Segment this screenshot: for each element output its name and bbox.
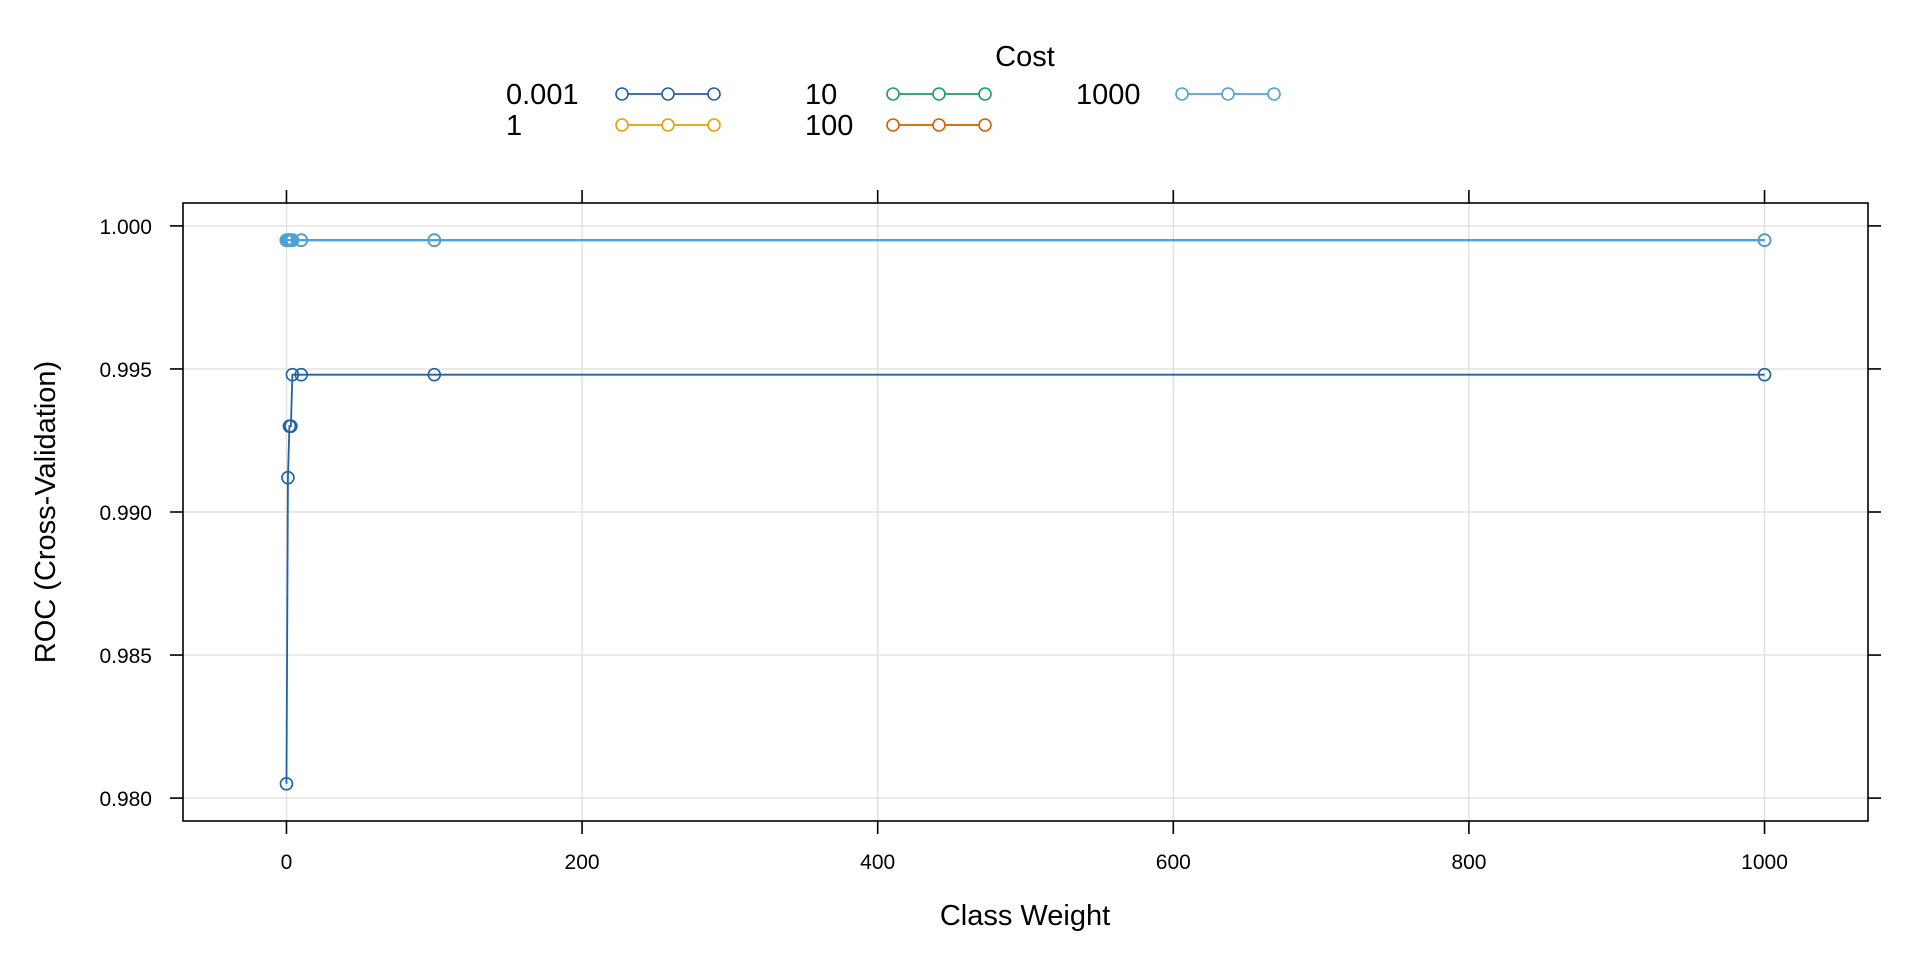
data-point xyxy=(285,233,300,247)
legend-marker xyxy=(707,118,721,132)
x-tick-label: 400 xyxy=(860,851,895,874)
legend-marker xyxy=(978,118,992,132)
legend-marker xyxy=(1267,87,1281,101)
legend-marker xyxy=(978,87,992,101)
legend-entry-100: 100 xyxy=(805,110,992,142)
legend-label: 1 xyxy=(506,110,522,142)
legend-marker xyxy=(661,118,675,132)
y-tick-label: 0.985 xyxy=(99,645,152,668)
series-1000 xyxy=(279,233,1772,247)
axis-ticks xyxy=(170,190,1881,834)
data-point xyxy=(1757,233,1772,247)
tick-labels: 0 200 400 600 800 1000 0.980 0.985 0.990 0.995 1.0… xyxy=(99,216,1787,874)
x-tick-label: 600 xyxy=(1156,851,1191,874)
x-tick-label: 0 xyxy=(281,851,293,874)
legend-entry-10: 10 xyxy=(805,79,992,111)
grid-lines xyxy=(183,203,1868,821)
legend-label: 10 xyxy=(805,79,837,111)
data-point xyxy=(285,367,300,382)
data-point xyxy=(294,367,309,382)
legend-marker xyxy=(932,118,946,132)
legend-label: 0.001 xyxy=(506,79,579,111)
legend-marker xyxy=(1221,87,1235,101)
legend-entry-0.001: 0.001 xyxy=(506,79,721,111)
x-tick-label: 1000 xyxy=(1741,851,1788,874)
legend-marker xyxy=(1175,87,1189,101)
y-axis-title: ROC (Cross-Validation) xyxy=(30,361,62,663)
data-point xyxy=(284,419,298,433)
data-point xyxy=(281,470,295,485)
legend-entry-1000: 1000 xyxy=(1076,79,1281,111)
series-0.001 xyxy=(279,367,1772,791)
x-tick-label: 200 xyxy=(565,851,600,874)
data-point xyxy=(1757,367,1772,382)
data-point xyxy=(427,367,442,382)
legend-title: Cost xyxy=(995,41,1055,73)
y-tick-label: 1.000 xyxy=(99,216,152,239)
data-point xyxy=(294,233,309,247)
series-layer xyxy=(279,233,1772,791)
y-tick-label: 0.995 xyxy=(99,359,152,382)
y-tick-label: 0.980 xyxy=(99,788,152,811)
legend-label: 1000 xyxy=(1076,79,1141,111)
legend-marker xyxy=(661,87,675,101)
legend-marker xyxy=(707,87,721,101)
x-axis-title: Class Weight xyxy=(940,900,1110,932)
legend-marker xyxy=(615,87,629,101)
legend-marker xyxy=(615,118,629,132)
data-point xyxy=(279,777,294,791)
legend-marker xyxy=(886,118,900,132)
series-line xyxy=(285,373,1765,784)
x-tick-label: 800 xyxy=(1451,851,1486,874)
legend-label: 100 xyxy=(805,110,853,142)
legend-marker xyxy=(886,87,900,101)
y-tick-label: 0.990 xyxy=(99,502,152,525)
data-point xyxy=(427,233,442,247)
legend-entry-1: 1 xyxy=(506,110,721,142)
legend-marker xyxy=(932,87,946,101)
